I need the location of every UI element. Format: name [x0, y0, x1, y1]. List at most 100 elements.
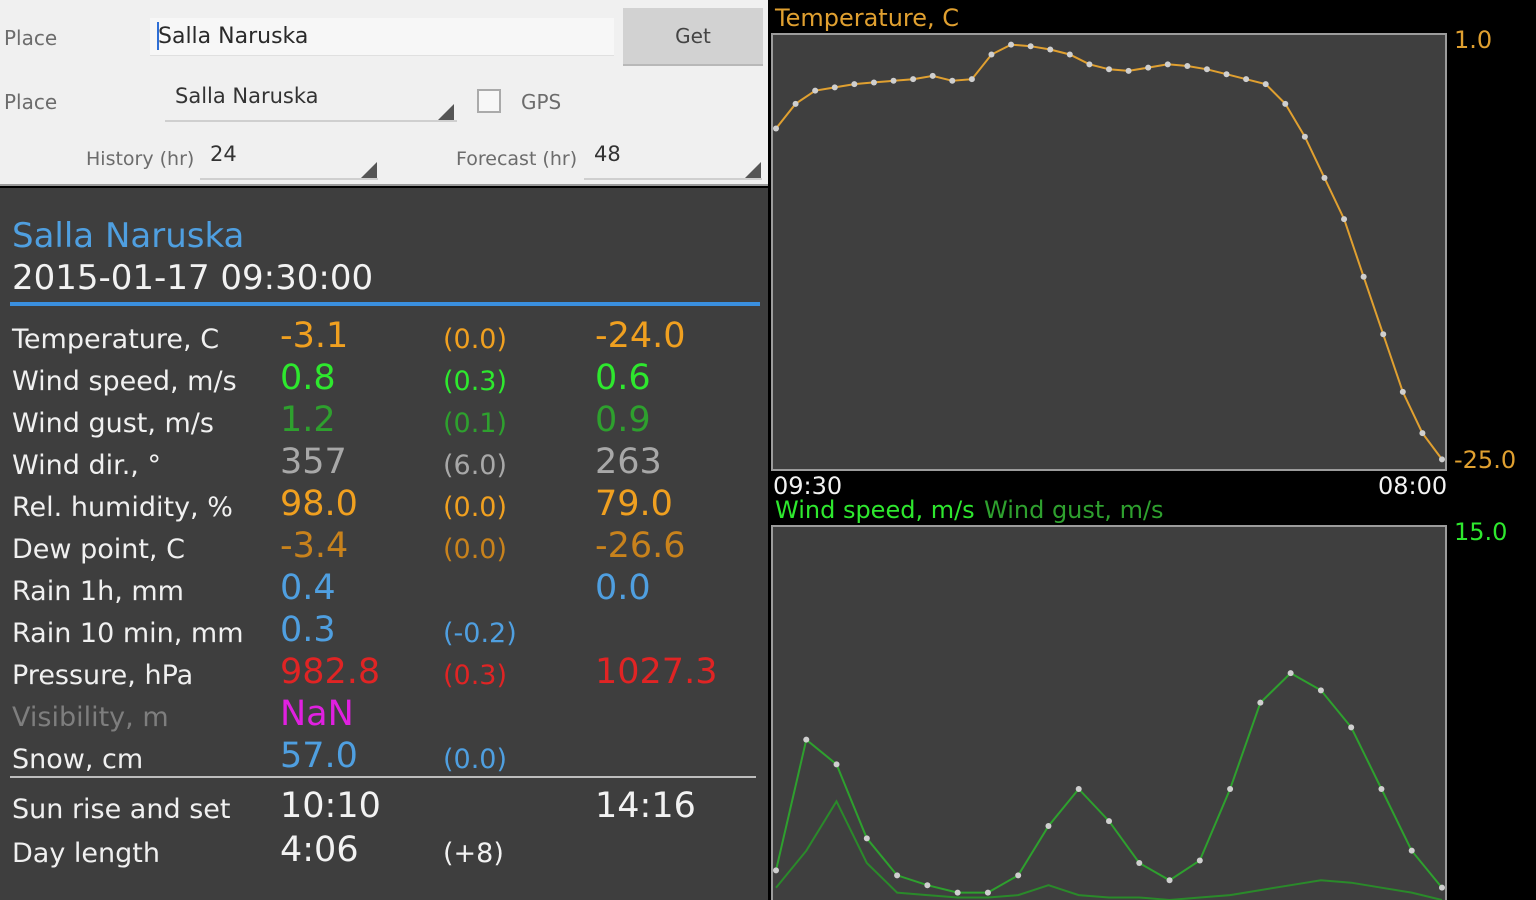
observation-delta: (-0.2) [443, 618, 517, 649]
wind-gust-series-point [1015, 872, 1022, 879]
station-name: Salla Naruska [12, 216, 245, 256]
observation-row-snow-cm: Snow, cm 57.0 (0.0) [0, 736, 768, 778]
wind-gust-series-point [1045, 823, 1052, 829]
observation-extreme: -26.6 [595, 526, 686, 566]
observation-delta: (0.0) [443, 324, 508, 355]
place-select[interactable]: Salla Naruska [165, 84, 457, 122]
temperature-series-point [1282, 100, 1289, 107]
observation-value: 0.8 [280, 358, 336, 398]
observation-row-visibility-m: Visibility, m NaN [0, 694, 768, 736]
temperature-series-point [968, 76, 975, 83]
sun-row: Sun rise and set 10:10 14:16 [0, 786, 768, 828]
temperature-series-point [1184, 62, 1191, 69]
wind-gust-series-point [1166, 877, 1173, 884]
sun-divider [10, 776, 756, 778]
temperature-series-point [929, 72, 936, 79]
observation-delta: (0.1) [443, 408, 508, 439]
temperature-series-point [1341, 216, 1348, 223]
observation-label: Rain 1h, mm [12, 576, 184, 607]
observation-delta: (0.0) [443, 534, 508, 565]
temperature-series-point [1125, 67, 1132, 74]
observation-row-rain-1h-mm: Rain 1h, mm 0.4 0.0 [0, 568, 768, 610]
observation-extreme: 263 [595, 442, 662, 482]
observation-label: Dew point, C [12, 534, 185, 565]
wind-gust-series-point [924, 882, 931, 889]
temperature-series-point [1066, 51, 1073, 58]
observation-value: 0.3 [280, 610, 336, 650]
sun-label: Sun rise and set [12, 794, 231, 825]
day-length-value: 4:06 [280, 830, 359, 870]
wind-gust-series-point [1378, 786, 1385, 792]
temperature-series-point [1262, 81, 1269, 88]
observation-value: 982.8 [280, 652, 381, 692]
observation-label: Snow, cm [12, 744, 144, 775]
observation-row-pressure-hpa: Pressure, hPa 982.8 (0.3) 1027.3 [0, 652, 768, 694]
wind-gust-series-line [775, 671, 1443, 894]
observation-value: 357 [280, 442, 347, 482]
temperature-y-max: 1.0 [1454, 26, 1493, 54]
observation-time: 2015-01-17 09:30:00 [12, 258, 374, 298]
temperature-series-point [1203, 66, 1210, 73]
temperature-series-point [1145, 64, 1152, 71]
observation-row-rain-10-min-mm: Rain 10 min, mm 0.3 (-0.2) [0, 610, 768, 652]
wind-gust-series-point [803, 736, 810, 743]
get-button[interactable]: Get [623, 8, 763, 66]
observation-row-wind-speed-m-s: Wind speed, m/s 0.8 (0.3) 0.6 [0, 358, 768, 400]
temperature-series-point [1164, 61, 1171, 68]
place-input[interactable] [150, 18, 614, 56]
temperature-series-point [910, 76, 917, 83]
temperature-series-point [949, 77, 956, 84]
place-dropdown-icon [438, 104, 454, 120]
wind-gust-series-point [984, 889, 991, 896]
temperature-series-point [1321, 174, 1328, 181]
forecast-select[interactable]: 48 [584, 142, 762, 180]
wind-gust-series-point [1196, 857, 1203, 864]
observation-value: 98.0 [280, 484, 358, 524]
temperature-series-point [773, 125, 779, 132]
history-label: History (hr) [86, 148, 195, 170]
observation-panel: Salla Naruska 2015-01-17 09:30:00 Temper… [0, 188, 768, 900]
history-value: 24 [210, 142, 237, 166]
temperature-chart[interactable] [771, 33, 1447, 471]
wind-chart[interactable] [771, 525, 1447, 900]
temperature-series-point [1360, 273, 1367, 280]
day-length-row: Day length 4:06 (+8) [0, 830, 768, 872]
observation-value: 57.0 [280, 736, 358, 776]
temperature-series-point [1106, 66, 1112, 73]
place-select-label: Place [4, 90, 58, 114]
observation-extreme: 0.9 [595, 400, 651, 440]
location-form: Place Get Place Salla Naruska GPS Histor… [0, 0, 768, 186]
wind-gust-series-point [954, 889, 961, 896]
temperature-series-point [1008, 41, 1015, 48]
observation-label: Wind gust, m/s [12, 408, 214, 439]
observation-value: NaN [280, 694, 354, 734]
temperature-series-point [1243, 76, 1250, 83]
wind-chart-plot [773, 670, 1445, 900]
temperature-x-end: 08:00 [1378, 472, 1448, 500]
wind-gust-series-point [1317, 687, 1324, 694]
wind-gust-series-point [773, 867, 779, 874]
temperature-series-point [851, 81, 858, 88]
temperature-y-min: -25.0 [1454, 446, 1517, 474]
wind-gust-series-point [1106, 818, 1112, 825]
wind-gust-series-point [1348, 724, 1355, 731]
wind-gust-series-point [1227, 786, 1234, 792]
observation-row-temperature-c: Temperature, C -3.1 (0.0) -24.0 [0, 316, 768, 358]
observation-value: -3.1 [280, 316, 349, 356]
observation-label: Temperature, C [12, 324, 220, 355]
wind-gust-series-point [1075, 786, 1082, 792]
temperature-series-point [831, 84, 838, 91]
observation-extreme: -24.0 [595, 316, 686, 356]
temperature-series-point [890, 77, 897, 84]
observation-value: 0.4 [280, 568, 336, 608]
gps-checkbox[interactable] [477, 89, 501, 113]
wind-y-max: 15.0 [1454, 518, 1508, 546]
observation-label: Rain 10 min, mm [12, 618, 244, 649]
temperature-series-point [1399, 388, 1406, 395]
observation-row-rel-humidity: Rel. humidity, % 98.0 (0.0) 79.0 [0, 484, 768, 526]
header-divider [10, 302, 760, 306]
observation-row-wind-gust-m-s: Wind gust, m/s 1.2 (0.1) 0.9 [0, 400, 768, 442]
sunset-value: 14:16 [595, 786, 696, 826]
wind-speed-series-line [775, 799, 1443, 900]
history-select[interactable]: 24 [200, 142, 378, 180]
